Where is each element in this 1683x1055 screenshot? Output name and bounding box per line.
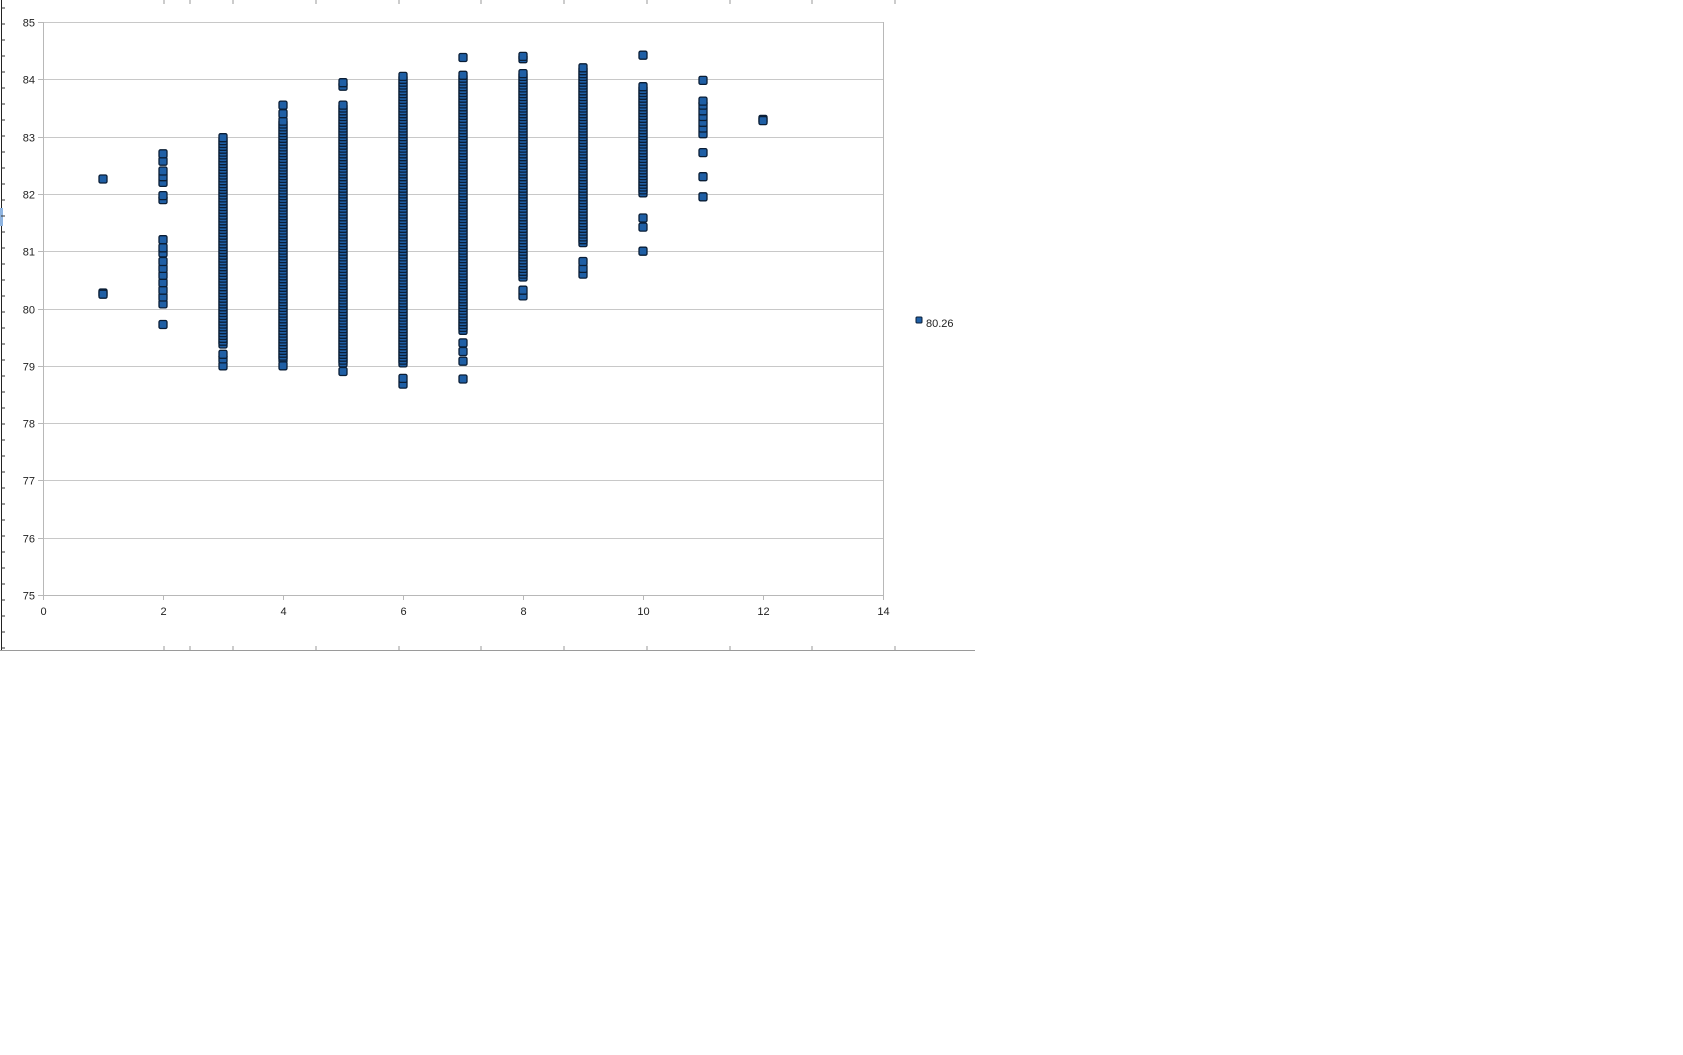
data-point [338, 78, 348, 88]
data-point [158, 285, 168, 295]
data-point [458, 338, 468, 348]
data-point [338, 100, 348, 110]
data-point [158, 235, 168, 245]
y-axis-tick-label: 75 [23, 591, 35, 603]
data-point [458, 346, 468, 357]
y-axis-tick-labels: 75 76 77 78 79 80 81 82 83 84 85 [23, 18, 35, 603]
selection-handle[interactable] [0, 208, 3, 226]
data-point [638, 82, 648, 92]
x-axis-tick-label: 4 [280, 606, 286, 618]
x-axis-tick-label: 8 [520, 606, 526, 618]
series-markers [98, 50, 768, 389]
data-point [758, 115, 768, 126]
axes [43, 22, 884, 600]
y-axis-tick-label: 83 [23, 133, 35, 145]
sheet-frame [0, 0, 975, 651]
data-point [578, 256, 588, 267]
x-axis-tick-labels: 0 2 4 6 8 10 12 14 [40, 606, 889, 618]
data-point [698, 147, 708, 158]
plot-area: 75 76 77 78 79 80 81 82 83 84 85 0 2 4 6 8 10 12 14 [23, 18, 890, 619]
data-point [638, 213, 648, 223]
data-point [638, 246, 648, 256]
data-point [158, 166, 168, 176]
data-point [278, 361, 288, 371]
data-point [98, 174, 108, 184]
data-point [158, 243, 168, 253]
y-axis-tick-label: 79 [23, 362, 35, 374]
data-point [698, 96, 708, 106]
data-point [98, 289, 108, 299]
data-point [518, 285, 528, 295]
legend-series-label: 80.26 [926, 318, 954, 330]
y-axis-tick-label: 77 [23, 476, 35, 488]
y-axis-tick-label: 76 [23, 534, 35, 546]
x-axis-tick-label: 12 [757, 606, 769, 618]
data-point [698, 172, 708, 182]
x-axis-tick-label: 10 [637, 606, 649, 618]
data-point [158, 319, 168, 330]
data-point [458, 52, 468, 63]
y-axis-tick-label: 85 [23, 18, 35, 30]
x-axis-tick-label: 2 [160, 606, 166, 618]
data-point [278, 100, 288, 110]
data-point [638, 222, 648, 232]
data-point [458, 70, 468, 80]
x-axis-tick-label: 6 [400, 606, 406, 618]
y-axis-tick-label: 80 [23, 305, 35, 317]
data-point [158, 190, 168, 201]
data-point [218, 133, 228, 143]
data-point [518, 51, 528, 62]
data-point [278, 109, 288, 119]
data-point [638, 50, 648, 60]
sheet-frame-ticks [1, 0, 896, 651]
data-point [398, 373, 408, 384]
data-point [158, 149, 168, 159]
data-point [458, 356, 468, 366]
x-axis-tick-label: 0 [40, 606, 46, 618]
data-point [698, 75, 708, 86]
data-point [698, 192, 708, 202]
data-point [578, 63, 588, 73]
data-point [458, 374, 468, 384]
data-point [158, 256, 168, 267]
legend-swatch [915, 316, 923, 324]
y-axis-tick-label: 81 [23, 247, 35, 259]
data-point [218, 349, 228, 359]
y-axis-tick-label: 78 [23, 419, 35, 431]
data-point [398, 71, 408, 82]
y-axis-tick-label: 82 [23, 190, 35, 202]
data-point [518, 68, 528, 79]
y-axis-tick-label: 84 [23, 75, 35, 87]
x-axis-tick-label: 14 [877, 606, 889, 618]
data-point [338, 366, 348, 377]
legend: 80.26 [915, 316, 954, 330]
